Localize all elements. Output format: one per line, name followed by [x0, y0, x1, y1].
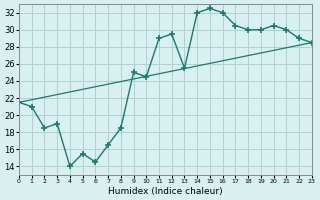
X-axis label: Humidex (Indice chaleur): Humidex (Indice chaleur) — [108, 187, 223, 196]
